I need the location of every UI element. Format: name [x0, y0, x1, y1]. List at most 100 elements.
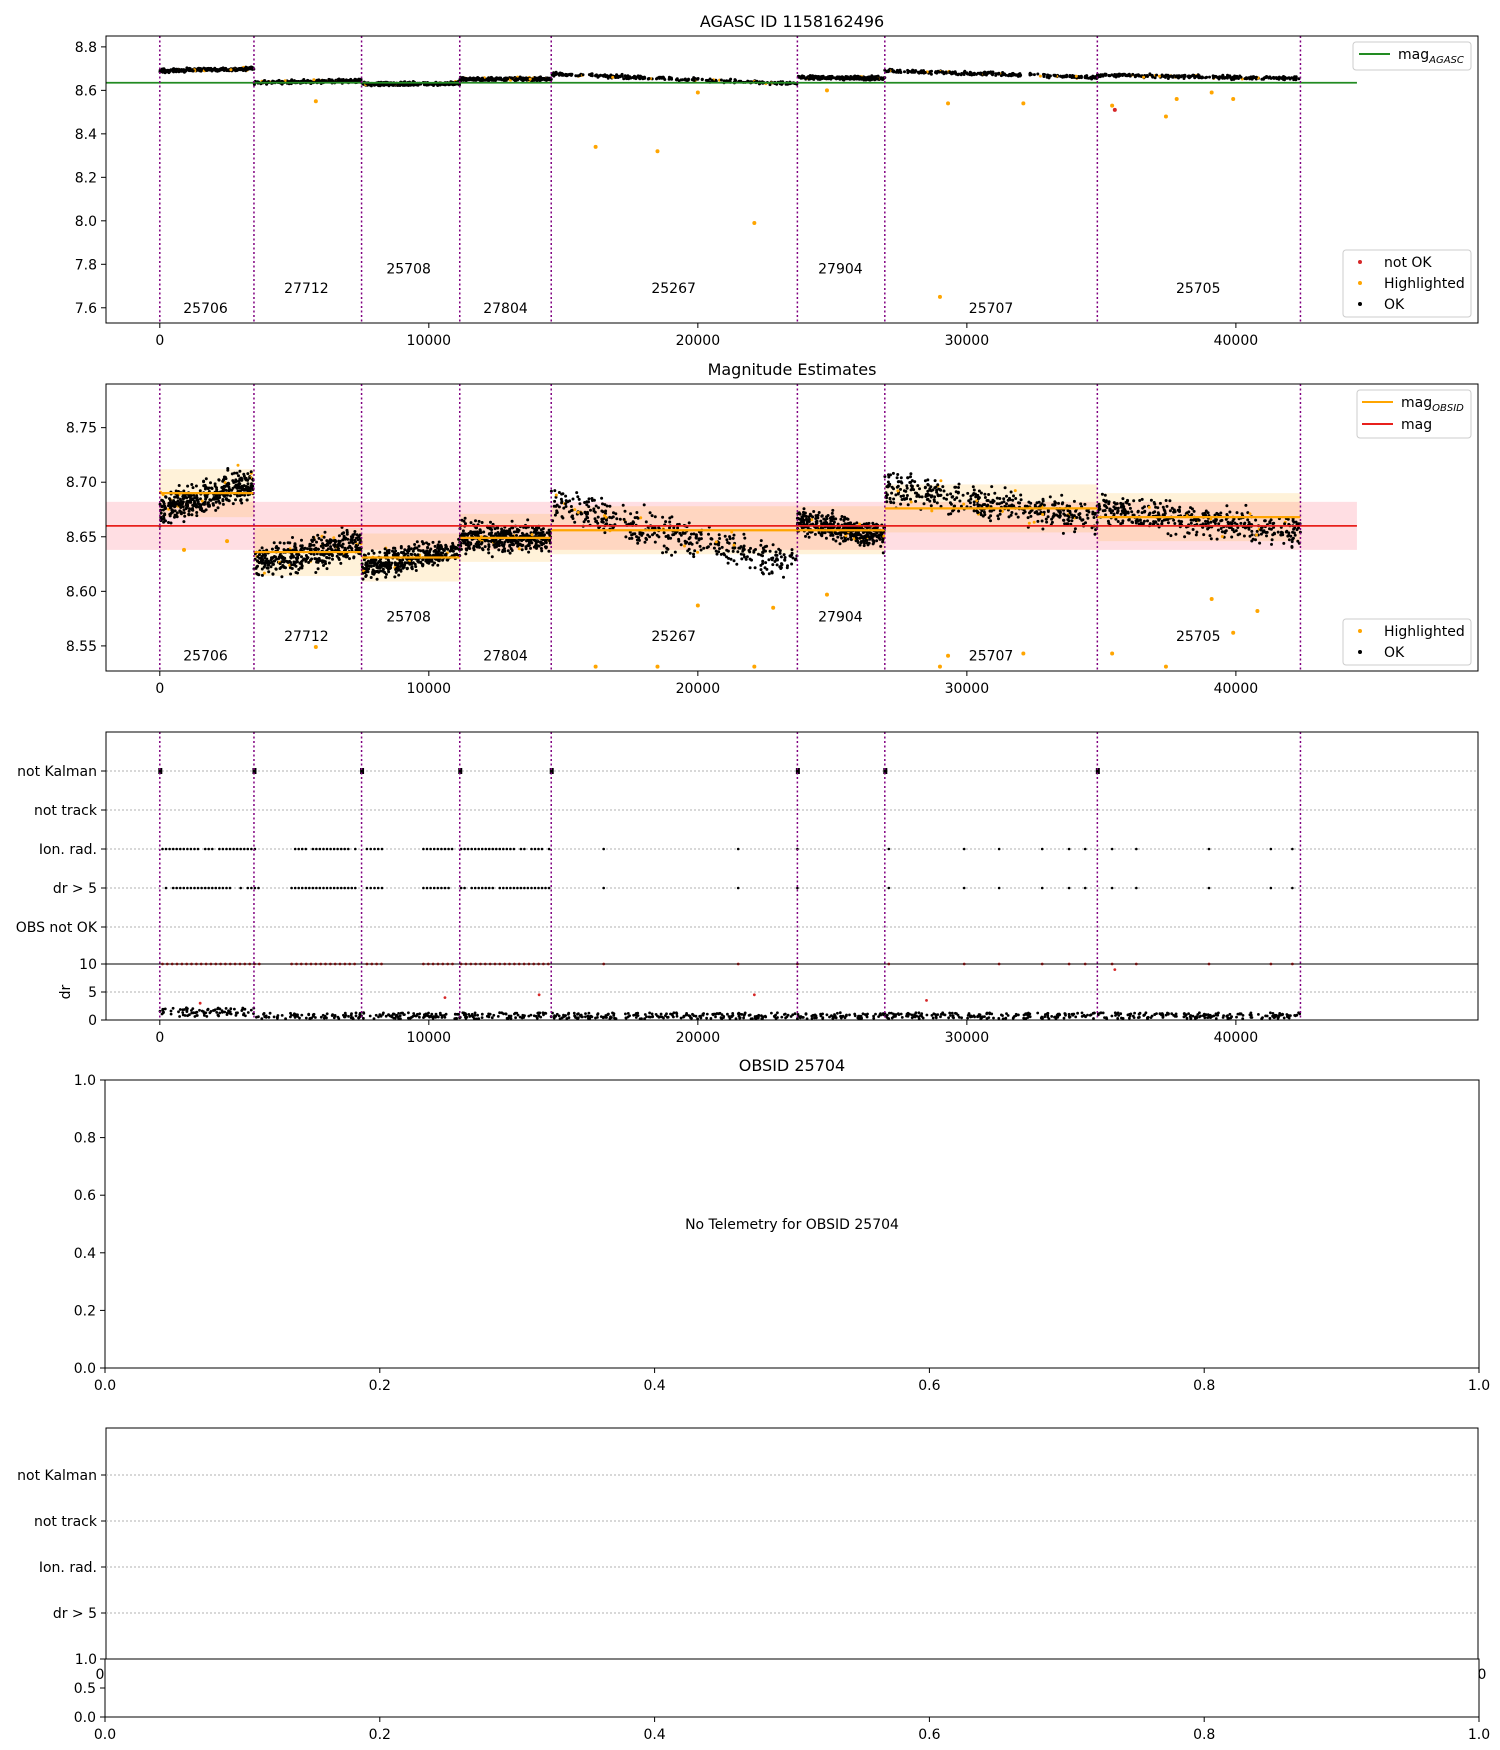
y-tick-label: 8.6: [75, 83, 97, 99]
ok-point: [687, 77, 690, 81]
ok-point: [1044, 517, 1048, 521]
ok-point: [523, 77, 527, 81]
ok-point: [765, 544, 769, 548]
ok-point: [849, 77, 853, 81]
ok-point: [510, 519, 514, 523]
ok-point: [676, 526, 680, 530]
ok-point: [261, 561, 265, 565]
ok-point: [736, 550, 740, 554]
ok-point: [315, 540, 318, 544]
obsid-label: 25708: [386, 262, 431, 278]
ok-point: [668, 520, 672, 524]
ok-point: [560, 500, 564, 503]
ok-point: [853, 76, 857, 80]
ok-point: [842, 519, 846, 522]
ok-point: [387, 548, 391, 552]
ok-point: [732, 533, 736, 537]
legend-not-ok-label: not OK: [1384, 255, 1432, 271]
ok-point: [600, 496, 604, 500]
ok-point: [372, 561, 376, 565]
highlighted-point: [909, 500, 913, 504]
ok-point: [176, 499, 180, 503]
ok-point: [180, 503, 184, 506]
ok-point: [1053, 74, 1057, 78]
ok-point: [240, 501, 244, 505]
ok-point: [1046, 515, 1050, 519]
ok-point: [689, 541, 692, 545]
ok-point: [1011, 498, 1015, 502]
ok-point: [694, 535, 698, 539]
ok-point: [384, 575, 388, 579]
ok-point: [589, 74, 593, 77]
ok-point: [260, 546, 264, 550]
highlighted-point: [604, 515, 608, 519]
ok-point: [226, 467, 230, 470]
ok-point: [169, 521, 173, 525]
ok-point: [872, 75, 876, 79]
ok-point: [881, 540, 885, 544]
ok-point: [728, 535, 732, 539]
ok-point: [535, 546, 538, 550]
ok-point: [350, 78, 353, 82]
ok-point: [918, 487, 921, 491]
ok-point: [381, 83, 385, 87]
ok-point: [802, 513, 805, 517]
ok-point: [807, 535, 811, 539]
ok-point: [243, 476, 247, 480]
ok-point: [1092, 516, 1096, 519]
ok-point: [1181, 74, 1185, 78]
ok-point: [363, 571, 367, 575]
ok-point: [179, 511, 183, 515]
y-tick-label: 7.6: [75, 301, 97, 317]
ok-point: [370, 559, 374, 563]
ok-point: [515, 534, 518, 537]
ok-point: [840, 536, 844, 540]
ok-point: [1118, 74, 1122, 78]
ok-point: [699, 548, 703, 552]
ok-point: [191, 69, 195, 73]
ok-point: [836, 532, 840, 536]
ok-point: [414, 565, 418, 569]
ok-point: [995, 502, 999, 506]
ok-point: [167, 69, 171, 73]
ok-point: [282, 541, 286, 545]
ok-point: [655, 533, 659, 537]
ok-point: [666, 547, 670, 551]
y-tick-label: 8.8: [75, 40, 97, 56]
ok-point: [692, 79, 696, 82]
ok-point: [327, 78, 331, 82]
ok-point: [489, 520, 492, 524]
ok-point: [843, 522, 847, 526]
ok-point: [759, 543, 763, 547]
ok-point: [540, 549, 544, 553]
ok-point: [1073, 527, 1077, 531]
ok-point: [419, 560, 423, 564]
ok-point: [823, 531, 827, 535]
ok-point: [300, 544, 304, 548]
ok-point: [953, 504, 957, 508]
ok-point: [699, 537, 703, 541]
ok-point: [409, 83, 413, 87]
ok-point: [806, 532, 810, 536]
ok-point: [182, 511, 186, 515]
ok-point: [1060, 502, 1064, 506]
ok-point: [416, 559, 420, 562]
ok-point: [868, 537, 872, 541]
ok-point: [611, 515, 615, 519]
ok-point: [589, 508, 592, 512]
ok-point: [190, 508, 194, 512]
ok-point: [804, 534, 807, 538]
ok-point: [1004, 73, 1008, 77]
highlighted-point: [313, 99, 318, 104]
ok-point: [717, 550, 721, 554]
ok-point: [167, 521, 170, 524]
ok-point: [316, 567, 320, 571]
ok-point: [612, 511, 615, 515]
ok-point: [678, 531, 682, 535]
ok-point: [441, 551, 445, 555]
ok-point: [916, 484, 920, 488]
ok-point: [770, 556, 774, 560]
ok-point: [923, 479, 927, 483]
ok-point: [459, 547, 463, 551]
